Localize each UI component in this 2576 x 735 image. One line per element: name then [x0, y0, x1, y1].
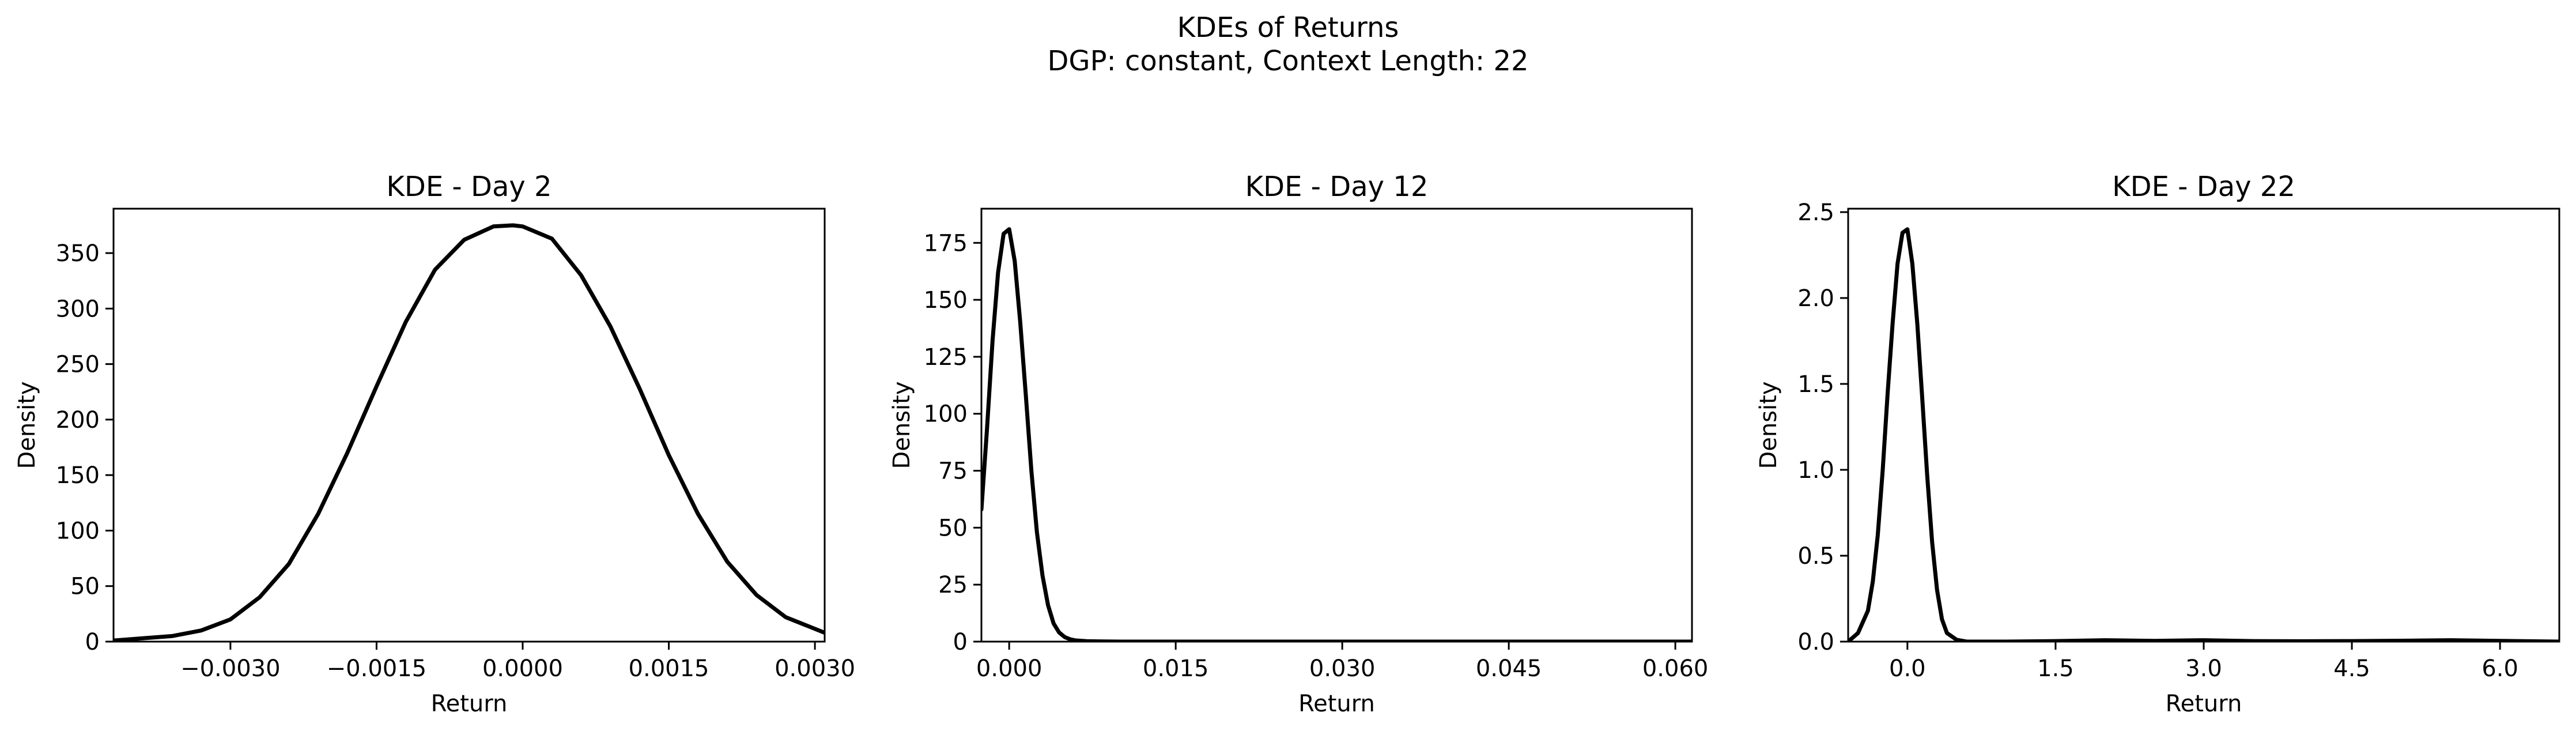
y-tick-label: 0.0 [1797, 629, 1834, 655]
panel-title: KDE - Day 22 [2112, 171, 2295, 203]
y-tick-label: 250 [56, 352, 100, 378]
y-tick-label: 300 [56, 296, 100, 322]
x-tick-label: 0.030 [1309, 655, 1376, 682]
y-tick-label: 25 [938, 572, 968, 598]
kde-panel-day-22: KDE - Day 22 Return Density 0.0 1.5 3.0 4.5… [1755, 171, 2560, 717]
y-tick-label: 150 [56, 462, 100, 489]
axes-frame [980, 208, 1693, 643]
y-tick-label: 100 [924, 401, 968, 428]
y-tick-label: 150 [924, 287, 968, 314]
x-tick-label: −0.0030 [180, 655, 280, 682]
x-tick-label: 1.5 [2037, 655, 2074, 682]
x-axis-label: Return [1298, 691, 1375, 717]
x-tick-label: 0.0000 [482, 655, 563, 682]
panel-title: KDE - Day 2 [386, 171, 552, 203]
y-tick-label: 0 [85, 629, 100, 655]
y-tick-label: 175 [924, 230, 968, 257]
y-tick-label: 125 [924, 344, 968, 371]
x-tick-label: 0.000 [976, 655, 1043, 682]
kde-line-series-0 [981, 227, 1692, 642]
x-tick-label: 0.0030 [775, 655, 855, 682]
figure-title-line2: DGP: constant, Context Length: 22 [1047, 45, 1528, 77]
x-tick-label: −0.0015 [327, 655, 426, 682]
panel-title: KDE - Day 12 [1245, 171, 1429, 203]
y-tick-label: 0 [953, 629, 968, 655]
y-tick-label: 0.5 [1797, 543, 1834, 570]
x-axis-label: Return [2166, 691, 2242, 717]
x-tick-label: 0.060 [1642, 655, 1709, 682]
y-axis-label: Density [1755, 381, 1782, 469]
y-tick-label: 200 [56, 407, 100, 434]
y-tick-label: 100 [56, 518, 100, 544]
y-axis-label: Density [14, 381, 40, 469]
x-axis-label: Return [431, 691, 508, 717]
x-tick-label: 0.0015 [629, 655, 709, 682]
x-tick-label: 0.045 [1476, 655, 1542, 682]
x-tick-label: 6.0 [2481, 655, 2518, 682]
y-tick-label: 1.5 [1797, 371, 1834, 398]
x-tick-label: 0.0 [1889, 655, 1926, 682]
y-tick-label: 75 [938, 458, 968, 485]
x-tick-label: 3.0 [2185, 655, 2222, 682]
y-tick-label: 1.0 [1797, 457, 1834, 484]
figure-title-line1: KDEs of Returns [1177, 12, 1399, 44]
y-tick-label: 50 [70, 574, 100, 600]
axes-frame [112, 208, 826, 643]
y-tick-label: 350 [56, 240, 100, 267]
y-axis-label: Density [889, 381, 915, 469]
kde-panel-day-12: KDE - Day 12 Return Density 0.000 0.015 0.… [889, 171, 1708, 717]
kde-line-series-0 [114, 223, 825, 642]
y-tick-label: 2.0 [1797, 285, 1834, 312]
x-tick-label: 0.015 [1143, 655, 1209, 682]
x-tick-label: 4.5 [2333, 655, 2370, 682]
y-tick-label: 2.5 [1797, 199, 1834, 226]
y-tick-label: 50 [938, 515, 968, 541]
kde-panel-day-2: KDE - Day 2 Return Density −0.0030 −0.001… [14, 171, 855, 717]
